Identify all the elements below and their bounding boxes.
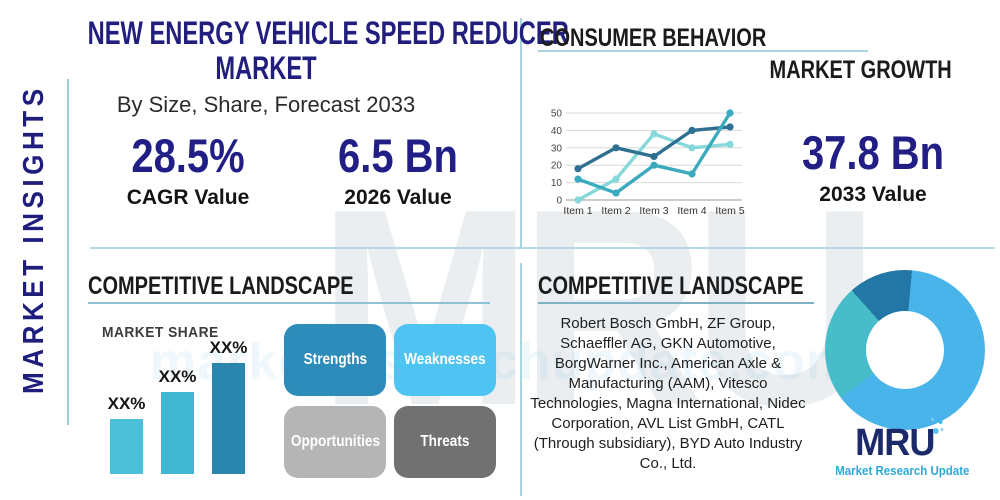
swot-box-weaknesses: Weaknesses — [394, 324, 496, 396]
swot-box-label: Opportunities — [290, 433, 380, 450]
left-rail-divider — [67, 79, 69, 425]
forecast-label: 2033 Value — [819, 183, 927, 207]
bar-rect — [161, 392, 194, 474]
bar-rect — [110, 419, 143, 474]
competitive-landscape-right-underline — [538, 302, 814, 304]
forecast-value: 37.8 Bn — [801, 126, 945, 179]
mru-logo: MRU Market Research Update — [830, 416, 970, 478]
cagr-label: CAGR Value — [126, 186, 250, 210]
svg-text:Item 4: Item 4 — [677, 205, 706, 217]
cagr-value: 28.5% — [131, 129, 245, 182]
market-share-chart-title: MARKET SHARE — [102, 324, 219, 341]
svg-text:Item 5: Item 5 — [715, 205, 744, 217]
company-list: Robert Bosch GmbH, ZF Group, Schaeffler … — [530, 315, 806, 472]
mru-logo-text: MRU — [855, 416, 944, 464]
competitor-share-donut-chart — [825, 270, 985, 430]
svg-text:20: 20 — [551, 161, 563, 172]
competitive-landscape-right-heading-text: COMPETITIVE LANDSCAPE — [538, 272, 804, 300]
svg-text:0: 0 — [556, 196, 562, 207]
bar-rect — [212, 363, 245, 474]
market-insights-vertical-label: MARKET INSIGHTS — [18, 84, 50, 395]
base-year-value: 6.5 Bn — [338, 129, 458, 182]
page-title-line2: MARKET — [215, 49, 317, 86]
bar-value-label: XX% — [209, 338, 248, 357]
market-growth-line-chart: 0 10 20 30 40 50 Item 1 Item 2 Item 3 Item 4 Item … — [551, 109, 745, 218]
market-growth-heading: MARKET GROWTH — [640, 56, 952, 85]
vertical-divider-bottom — [520, 263, 522, 496]
background-watermark-text: MRU — [318, 152, 879, 464]
page-subtitle: By Size, Share, Forecast 2033 — [116, 92, 416, 117]
swot-box-label: Strengths — [303, 351, 367, 368]
market-share-bar-chart: XX% XX% XX% — [102, 336, 272, 474]
splash-icon — [927, 416, 946, 438]
base-year-label: 2026 Value — [344, 186, 452, 210]
swot-box-label: Threats — [420, 433, 470, 450]
background-watermark-url: marketresearchupdate.com — [150, 333, 854, 391]
svg-text:Item 2: Item 2 — [601, 205, 630, 217]
vertical-divider-top — [520, 18, 522, 248]
base-year-stat: 6.5 Bn 2026 Value — [303, 131, 493, 210]
svg-text:30: 30 — [551, 143, 563, 154]
mru-logo-letters: MRU — [855, 422, 935, 464]
svg-text:10: 10 — [551, 178, 563, 189]
horizontal-divider — [90, 247, 995, 249]
consumer-behavior-heading-text: CONSUMER BEHAVIOR — [540, 24, 767, 52]
swot-box-threats: Threats — [394, 406, 496, 478]
competitive-landscape-left-underline — [88, 302, 490, 304]
competitive-landscape-left-heading-text: COMPETITIVE LANDSCAPE — [88, 272, 354, 300]
page-title-line1: NEW ENERGY VEHICLE SPEED REDUCER — [87, 15, 569, 51]
bar-value-label: XX% — [158, 367, 197, 386]
consumer-behavior-underline — [538, 50, 868, 52]
competitive-landscape-left-heading: COMPETITIVE LANDSCAPE — [88, 272, 420, 301]
swot-grid: Strengths Weaknesses Opportunities Threats — [284, 324, 496, 479]
svg-text:Item 1: Item 1 — [563, 205, 592, 217]
competitive-landscape-right-heading: COMPETITIVE LANDSCAPE — [538, 272, 870, 301]
consumer-behavior-heading: CONSUMER BEHAVIOR — [540, 24, 823, 53]
swot-box-opportunities: Opportunities — [284, 406, 386, 478]
svg-text:40: 40 — [551, 126, 563, 137]
page-title: NEW ENERGY VEHICLE SPEED REDUCER MARKET — [25, 15, 569, 86]
mru-logo-tagline: Market Research Update — [835, 464, 970, 478]
forecast-stat: 37.8 Bn 2033 Value — [783, 128, 963, 207]
svg-text:50: 50 — [551, 109, 563, 120]
bar-value-label: XX% — [107, 394, 146, 413]
market-growth-heading-text: MARKET GROWTH — [769, 56, 952, 84]
svg-text:Item 3: Item 3 — [639, 205, 668, 217]
cagr-stat: 28.5% CAGR Value — [93, 131, 283, 210]
swot-box-strengths: Strengths — [284, 324, 386, 396]
swot-box-label: Weaknesses — [404, 351, 486, 368]
